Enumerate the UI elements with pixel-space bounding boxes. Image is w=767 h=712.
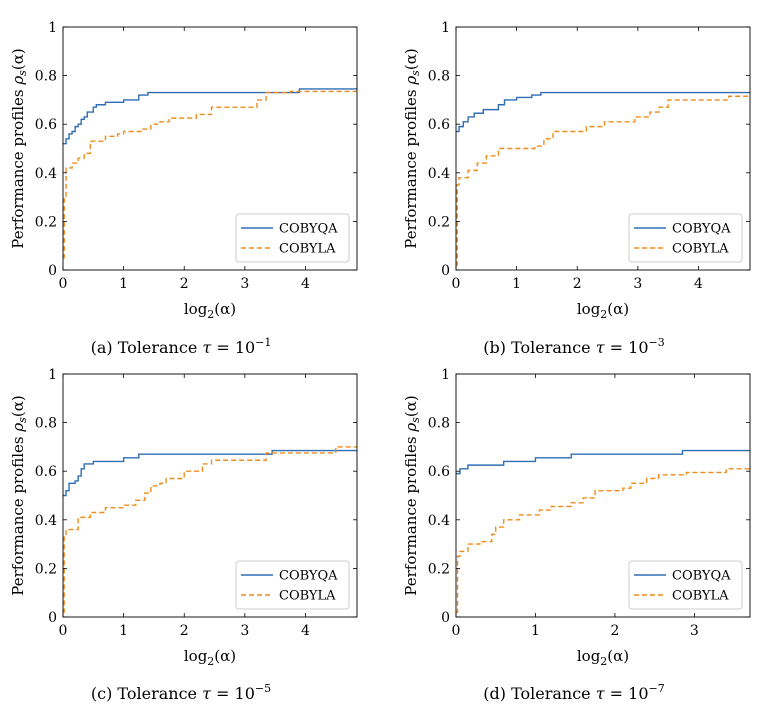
plot-frame: [455, 26, 751, 271]
y-tick-label: 0.4: [428, 166, 450, 182]
x-tick-label: 0: [452, 623, 461, 639]
x-tick-label: 4: [301, 276, 310, 292]
y-tick-label: 0.4: [35, 166, 57, 182]
legend-entry-cobyla: COBYLA: [672, 589, 729, 604]
y-tick-label: 0: [48, 263, 57, 279]
y-axis-label: Performance profiles ρs(α): [402, 48, 422, 248]
y-tick-label: 0.6: [35, 464, 57, 480]
plot-frame: [455, 373, 751, 618]
y-tick-label: 0: [441, 610, 450, 626]
plot-frame: [62, 26, 358, 271]
legend-entry-cobyla: COBYLA: [279, 242, 336, 257]
panel-caption: (d) Tolerance τ = 10−7: [483, 682, 664, 703]
y-tick-label: 0.8: [428, 416, 450, 432]
legend-entry-cobyqa: COBYQA: [279, 222, 338, 237]
legend-box: [235, 560, 350, 610]
x-tick-label: 0: [452, 276, 461, 292]
series-line-cobyla: [456, 468, 750, 613]
y-tick-label: 0.2: [428, 214, 450, 230]
chart-panel-2: 0 0.2 0.4 0.6 0.8 1 0 1 2 3 4 log2(α) Performance pr…: [402, 20, 751, 357]
series-line-cobyqa: [456, 91, 750, 133]
y-tick-label: 0.8: [35, 416, 57, 432]
y-tick-label: 0.2: [428, 561, 450, 577]
y-tick-label: 1: [48, 20, 57, 36]
series-line-cobyqa: [63, 449, 357, 497]
x-axis-label: log2(α): [577, 300, 629, 321]
panel-caption: (b) Tolerance τ = 10−3: [483, 336, 664, 357]
x-tick-label: 4: [694, 276, 703, 292]
series-line-cobyla: [456, 95, 750, 266]
legend-entry-cobyqa: COBYQA: [672, 222, 731, 237]
x-tick-label: 0: [59, 276, 68, 292]
legend: COBYQA COBYLA: [235, 213, 350, 263]
x-axis-label: log2(α): [577, 647, 629, 668]
y-axis-label: Performance profiles ρs(α): [402, 395, 422, 595]
legend-box: [628, 560, 743, 610]
x-axis-label: log2(α): [184, 300, 236, 321]
y-tick-label: 1: [48, 367, 57, 383]
y-tick-label: 0.4: [428, 513, 450, 529]
x-tick-label: 3: [690, 623, 699, 639]
x-tick-label: 4: [301, 623, 310, 639]
x-tick-label: 2: [610, 623, 619, 639]
legend-entry-cobyla: COBYLA: [672, 242, 729, 257]
x-tick-label: 3: [633, 276, 642, 292]
x-tick-label: 2: [180, 623, 189, 639]
legend-box: [235, 213, 350, 263]
y-tick-label: 0.6: [428, 464, 450, 480]
x-tick-label: 1: [512, 276, 521, 292]
x-tick-label: 2: [573, 276, 582, 292]
legend: COBYQA COBYLA: [235, 560, 350, 610]
series-line-cobyla: [63, 90, 357, 259]
y-axis-label: Performance profiles ρs(α): [9, 48, 29, 248]
x-tick-label: 3: [240, 623, 249, 639]
x-tick-label: 1: [119, 276, 128, 292]
chart-panel-4: 0 0.2 0.4 0.6 0.8 1 0 1 2 3 log2(α) Performance pro…: [402, 367, 751, 703]
series-line-cobyqa: [456, 449, 750, 475]
y-axis-label: Performance profiles ρs(α): [9, 395, 29, 595]
legend-entry-cobyla: COBYLA: [279, 589, 336, 604]
x-tick-label: 2: [180, 276, 189, 292]
chart-panel-3: 0 0.2 0.4 0.6 0.8 1 0 1 2 3 4 log2(α) Performance pr…: [9, 367, 358, 703]
y-tick-label: 0.4: [35, 513, 57, 529]
chart-panel-1: 0 0.2 0.4 0.6 0.8 1 0 1 2 3 4 log2(α) Performance pr…: [9, 20, 358, 357]
plot-frame: [62, 373, 358, 618]
legend-entry-cobyqa: COBYQA: [672, 569, 731, 584]
x-tick-label: 1: [531, 623, 540, 639]
series-line-cobyqa: [63, 88, 357, 145]
legend-box: [628, 213, 743, 263]
y-tick-label: 0.2: [35, 214, 57, 230]
y-tick-label: 0: [441, 263, 450, 279]
y-tick-label: 0.6: [35, 117, 57, 133]
panel-caption: (a) Tolerance τ = 10−1: [91, 336, 272, 357]
legend-entry-cobyqa: COBYQA: [279, 569, 338, 584]
x-tick-label: 1: [119, 623, 128, 639]
y-tick-label: 1: [441, 367, 450, 383]
legend: COBYQA COBYLA: [628, 213, 743, 263]
y-tick-label: 0.8: [35, 69, 57, 85]
x-axis-label: log2(α): [184, 647, 236, 668]
y-tick-label: 1: [441, 20, 450, 36]
x-tick-label: 0: [59, 623, 68, 639]
y-tick-label: 0.8: [428, 69, 450, 85]
x-tick-label: 3: [240, 276, 249, 292]
legend: COBYQA COBYLA: [628, 560, 743, 610]
series-line-cobyla: [63, 446, 357, 613]
y-tick-label: 0.6: [428, 117, 450, 133]
y-tick-label: 0: [48, 610, 57, 626]
panel-caption: (c) Tolerance τ = 10−5: [91, 682, 271, 703]
y-tick-label: 0.2: [35, 561, 57, 577]
